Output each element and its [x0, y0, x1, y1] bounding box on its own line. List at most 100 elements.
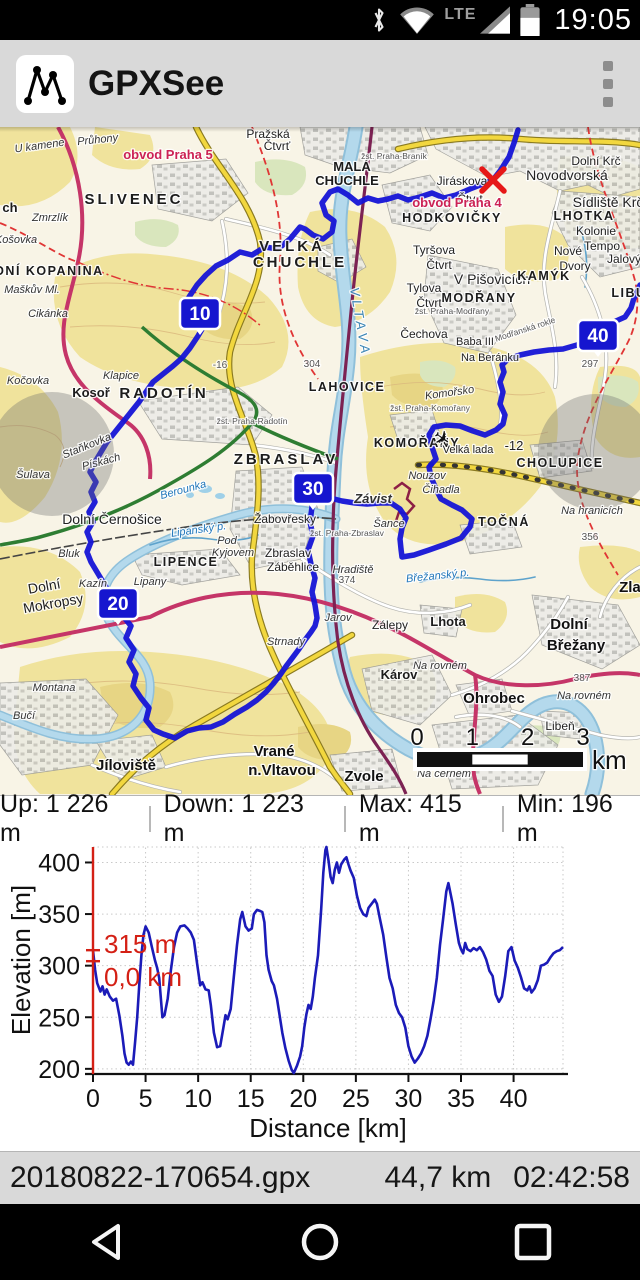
map-label: ZBRASLAV: [234, 451, 339, 468]
map-label: LIPENCE: [154, 555, 219, 569]
back-icon: [91, 1224, 120, 1260]
position-marker: 315 m0,0 km: [86, 847, 182, 1074]
map-label: Kosoř: [72, 385, 111, 400]
map-label: Čtvrt: [416, 295, 442, 310]
map-label: Jiráskova: [437, 174, 488, 188]
map-label: Zbraslav: [265, 546, 311, 560]
home-button[interactable]: [213, 1204, 426, 1280]
map-label: RADOTÍN: [119, 385, 208, 402]
chart-gridlines: [93, 846, 564, 1074]
x-tick-label: 40: [500, 1085, 528, 1113]
map-label: CHOLUPICE: [516, 456, 603, 470]
x-tick-label: 25: [342, 1085, 370, 1113]
scale-tick-label: 0: [410, 724, 423, 751]
wifi-icon: [400, 7, 435, 34]
map-label: Klapice: [103, 370, 139, 382]
map-label: Ohrobec: [463, 690, 525, 707]
map-label: 374: [339, 575, 356, 586]
map-label: Na hranicích: [561, 505, 623, 517]
map-label: Bluk: [58, 548, 80, 560]
map-label: MALÁ: [333, 159, 371, 174]
map-label: Čtvrt: [426, 257, 452, 272]
scale-tick-label: 2: [521, 724, 534, 751]
map-label: -12: [505, 438, 524, 453]
distance-marker-20: 20: [96, 586, 140, 625]
map-label: VELKÁ: [259, 238, 325, 255]
map-view[interactable]: U kamene Průhony obvod Praha 5 Pražská Čtvrť…: [0, 127, 640, 795]
map-label: Dolní: [550, 616, 588, 633]
map-pan-right-control[interactable]: [538, 394, 640, 510]
map-label: Károv: [381, 667, 419, 682]
map-label: Strnady: [267, 636, 306, 648]
map-label: MODŘANY: [441, 290, 516, 305]
map-main-roads: [108, 127, 640, 795]
map-label: Montana: [33, 682, 76, 694]
stat-descent: Down: 1 223 m: [163, 790, 304, 847]
app-toolbar: GPXSee: [0, 40, 640, 127]
map-label: Jalový: [607, 252, 640, 266]
map-label: -16: [213, 360, 228, 371]
map-label: Břežanský p.: [405, 567, 469, 586]
map-label: Bučí: [13, 710, 36, 722]
map-label: Na rovném: [557, 690, 611, 702]
map-pan-left-control[interactable]: [0, 392, 114, 516]
map-label: Čechova: [400, 326, 448, 341]
map-label: Zmrzlík: [31, 212, 69, 224]
map-label: SLIVENEC: [84, 191, 183, 208]
map-label: Dolní Krč: [571, 154, 620, 168]
distance-marker-40: 40: [576, 318, 620, 357]
map-label: Nové: [554, 244, 582, 258]
overflow-menu-icon[interactable]: [588, 52, 628, 116]
map-label: Jarov: [324, 612, 353, 624]
map-label: Čtvrt: [457, 191, 483, 206]
map-label: Nouzov: [408, 470, 447, 482]
track-info-bar: 20180822-170654.gpx 44,7 km 02:42:58: [0, 1152, 640, 1204]
status-clock: 19:05: [554, 3, 632, 36]
home-icon: [301, 1223, 339, 1261]
map-label: Šulava: [16, 468, 50, 481]
map-label: žst. Praha-Komořany: [390, 403, 471, 413]
signal-icon: [480, 6, 511, 34]
scale-unit-label: km: [592, 745, 627, 775]
map-label: Zlatn: [619, 579, 640, 596]
map-label: Hradiště: [333, 564, 374, 576]
map-label: Kočovka: [7, 375, 49, 387]
map-label: HODKOVIČKY: [402, 210, 502, 225]
map-label: Závist: [353, 491, 392, 506]
map-label: KAMÝK: [517, 268, 570, 283]
x-tick-label: 35: [447, 1085, 475, 1113]
svg-text:30: 30: [302, 479, 323, 500]
toolbar-shadow: [0, 127, 640, 132]
marker-elevation-label: 315 m: [104, 929, 176, 959]
elevation-chart[interactable]: 200 250 300 350 400 0 5 10 15 20 25 30 35 40 315 m0,0…: [0, 796, 640, 1153]
distance-marker-30: 30: [291, 471, 335, 510]
elevation-graph-panel[interactable]: 200 250 300 350 400 0 5 10 15 20 25 30 35 40 315 m 0,0…: [0, 790, 640, 1153]
map-label: KOMOŘANY: [374, 435, 460, 450]
track-distance: 44,7 km: [384, 1161, 492, 1194]
android-navigation-bar: [0, 1204, 640, 1280]
y-tick-label: 300: [38, 953, 80, 981]
recents-button[interactable]: [427, 1204, 640, 1280]
map-label: LAHOVICE: [309, 380, 386, 394]
map-label: žst. Praha-Modřany: [415, 306, 490, 316]
map-label: Tempo: [584, 239, 620, 253]
stat-divider: [343, 806, 346, 832]
back-button[interactable]: [0, 1204, 213, 1280]
stat-ascent: Up: 1 226 m: [0, 790, 109, 847]
svg-text:40: 40: [587, 326, 608, 347]
map-scale-bar: 0 1 2 3km: [409, 723, 628, 777]
map-label: 304: [304, 359, 321, 370]
battery-icon: [520, 4, 541, 36]
map-label: Kyjovem: [212, 547, 254, 559]
map-label: Vrané: [254, 743, 295, 760]
y-axis-title: Elevation [m]: [6, 885, 36, 1035]
map-label: Zvole: [344, 768, 383, 785]
gpxsee-logo-icon: [16, 54, 74, 113]
lte-label: LTE: [444, 6, 477, 23]
map-label: TOČNÁ: [478, 514, 530, 529]
map-label: žst. Praha-Radotín: [217, 416, 288, 426]
map-label: ADNÍ KOPANINA: [0, 263, 104, 278]
map-label: Dvory: [559, 259, 590, 273]
x-tick-label: 0: [86, 1085, 100, 1113]
map-label: Čtvrť: [264, 138, 291, 153]
